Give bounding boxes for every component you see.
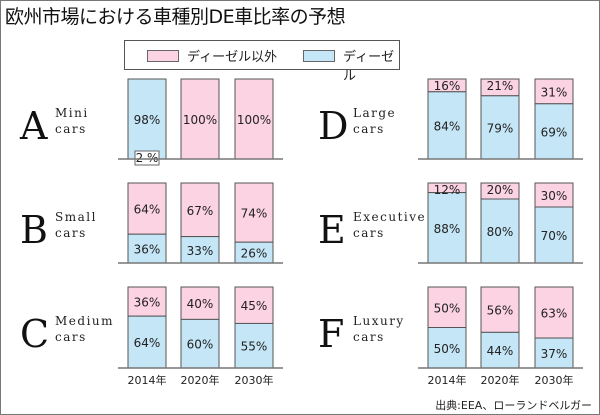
panel-letter: C	[20, 312, 49, 356]
bar-label-diesel: 55%	[241, 340, 268, 354]
panel-letter: F	[318, 312, 344, 356]
bar-label-diesel: 44%	[487, 344, 514, 358]
bar-label-non-diesel: 100%	[237, 113, 271, 127]
x-tick-label: 2020年	[481, 373, 520, 387]
panel-letter: D	[318, 104, 348, 148]
bar-non-diesel	[234, 78, 274, 160]
bar-non-diesel	[180, 78, 220, 160]
bar-diesel	[127, 78, 167, 160]
bar-label-diesel: 64%	[134, 336, 161, 350]
bar-diesel	[234, 322, 274, 369]
bar-diesel	[480, 198, 520, 264]
bar-non-diesel	[480, 286, 520, 333]
bar-label-non-diesel: 12%	[434, 183, 461, 197]
bar-label-diesel: 98%	[134, 113, 161, 127]
x-tick-label: 2020年	[181, 373, 220, 387]
legend-swatch-non-diesel	[147, 50, 179, 62]
bar-label-non-diesel: 20%	[487, 183, 514, 197]
bar-label-non-diesel: 36%	[134, 296, 161, 310]
bar-label-diesel: 84%	[434, 119, 461, 133]
bar-label-diesel: 88%	[434, 222, 461, 236]
x-tick-label: 2014年	[428, 373, 467, 387]
panel-letter: B	[20, 208, 48, 252]
bar-label-non-diesel: 16%	[434, 79, 461, 93]
x-tick-label: 2014年	[128, 373, 167, 387]
bar-diesel	[180, 236, 220, 264]
bar-label-diesel: 26%	[241, 247, 268, 261]
bar-label-non-diesel: 2 %	[136, 151, 159, 165]
bar-diesel	[427, 327, 467, 369]
bar-label-diesel: 60%	[187, 338, 214, 352]
panel-name-line1: Executive	[353, 210, 426, 224]
panel-name-line1: Large	[353, 106, 396, 120]
bar-label-non-diesel: 30%	[541, 189, 568, 203]
bar-label-non-diesel: 63%	[541, 307, 568, 321]
legend: ディーゼル以外 ディーゼル	[124, 40, 400, 84]
panel-name-line2: cars	[55, 330, 87, 344]
source-note: 出典:EEA、ローランドベルガー	[435, 399, 592, 412]
bar-label-diesel: 36%	[134, 243, 161, 257]
bar-label-non-diesel: 74%	[241, 207, 268, 221]
bar-label-non-diesel: 64%	[134, 203, 161, 217]
bar-label-diesel: 79%	[487, 121, 514, 135]
chart-title: 欧州市場における車種別DE車比率の予想	[5, 6, 346, 28]
panel-letter: A	[19, 104, 48, 148]
bar-diesel	[534, 337, 574, 369]
bar-diesel	[480, 331, 520, 369]
legend-label-non-diesel: ディーゼル以外	[187, 50, 278, 65]
bar-label-diesel: 69%	[541, 125, 568, 139]
panel-name-line2: cars	[353, 330, 385, 344]
panel-name-line2: cars	[353, 226, 385, 240]
bar-label-diesel: 50%	[434, 342, 461, 356]
bar-label-non-diesel: 31%	[541, 85, 568, 99]
bar-label-diesel: 37%	[541, 347, 568, 361]
bar-label-box	[134, 150, 160, 166]
legend-label-diesel: ディーゼル	[343, 50, 395, 84]
panel-name-line2: cars	[353, 122, 385, 136]
bar-diesel	[427, 91, 467, 160]
bar-diesel	[180, 318, 220, 369]
bar-diesel	[534, 206, 574, 264]
bar-label-diesel: 33%	[187, 244, 214, 258]
panel-name-line1: Luxury	[353, 314, 405, 328]
bar-non-diesel	[180, 182, 220, 238]
bar-non-diesel	[234, 286, 274, 324]
bar-label-diesel: 70%	[541, 229, 568, 243]
bar-label-non-diesel: 21%	[487, 79, 514, 93]
bar-non-diesel	[534, 78, 574, 105]
bar-label-non-diesel: 45%	[241, 299, 268, 313]
x-tick-label: 2030年	[535, 373, 574, 387]
panel-name-line2: cars	[55, 122, 87, 136]
bar-label-diesel: 80%	[487, 225, 514, 239]
bar-label-non-diesel: 67%	[187, 204, 214, 218]
bar-label-non-diesel: 100%	[183, 113, 217, 127]
bar-label-non-diesel: 56%	[487, 304, 514, 318]
x-tick-label: 2030年	[235, 373, 274, 387]
bar-diesel	[480, 95, 520, 160]
bar-non-diesel	[534, 182, 574, 208]
panel-name-line2: cars	[55, 226, 87, 240]
bar-label-non-diesel: 40%	[187, 297, 214, 311]
bar-diesel	[427, 192, 467, 264]
panel-name-line1: Small	[55, 210, 97, 224]
panel-name-line1: Medium	[55, 314, 114, 328]
legend-swatch-diesel	[303, 50, 335, 62]
panel-name-line1: Mini	[55, 106, 89, 120]
bar-non-diesel	[127, 182, 167, 235]
bar-diesel	[534, 103, 574, 160]
bar-label-non-diesel: 50%	[434, 301, 461, 315]
panel-letter: E	[318, 208, 346, 252]
